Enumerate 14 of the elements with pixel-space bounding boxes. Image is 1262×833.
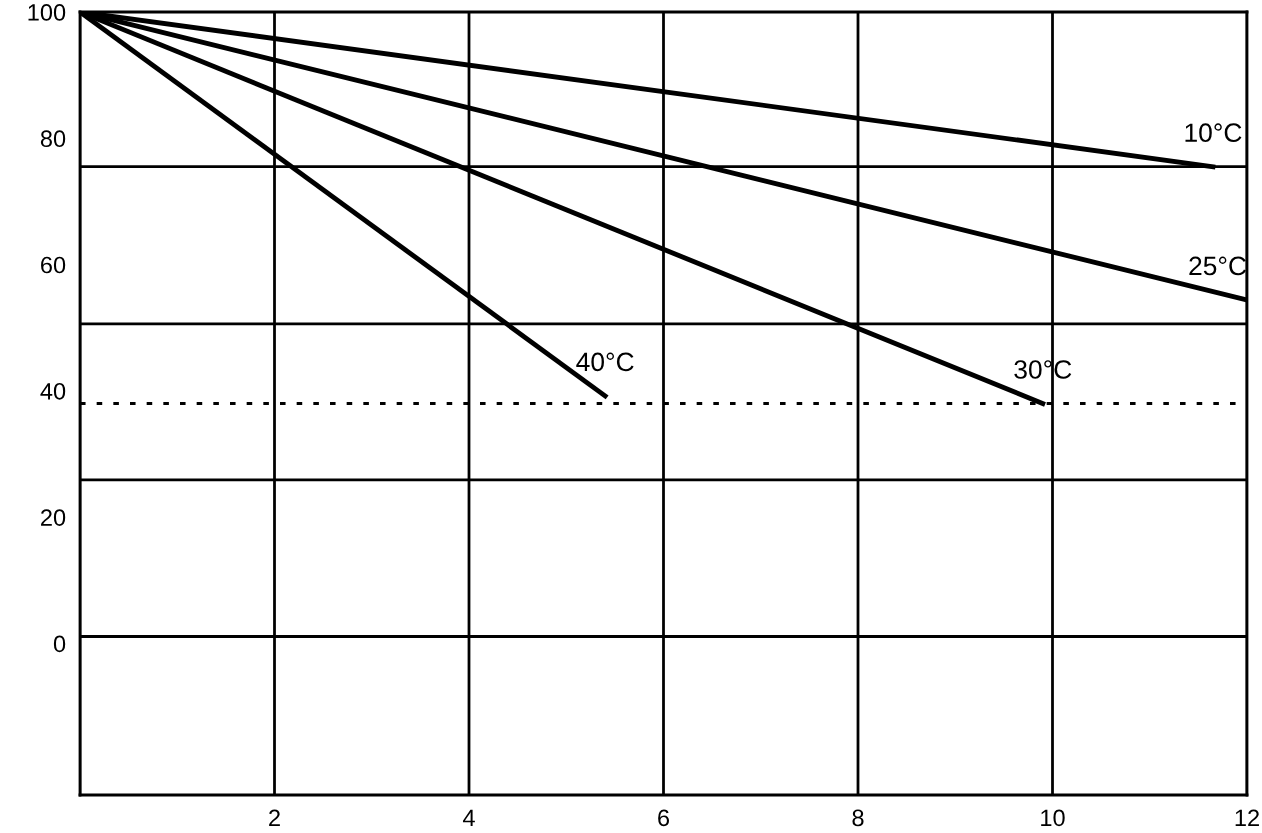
series-label: 10°C — [1185, 123, 1242, 143]
x-tick-label: 6 — [658, 809, 670, 827]
x-tick-label: 8 — [852, 809, 864, 827]
series-label: 40°C — [576, 352, 634, 372]
y-tick-label: 0 — [53, 635, 66, 653]
x-tick-label: 2 — [269, 809, 280, 826]
x-tick-label: 10 — [1041, 809, 1065, 827]
y-tick-label: 40 — [40, 382, 66, 400]
y-tick-label: 60 — [41, 256, 66, 274]
x-tick-label: 12 — [1235, 809, 1259, 826]
x-tick-label: 4 — [462, 809, 475, 826]
y-tick-label: 80 — [40, 130, 66, 148]
y-tick-label: 20 — [41, 509, 66, 526]
y-tick-label: 100 — [28, 4, 66, 21]
